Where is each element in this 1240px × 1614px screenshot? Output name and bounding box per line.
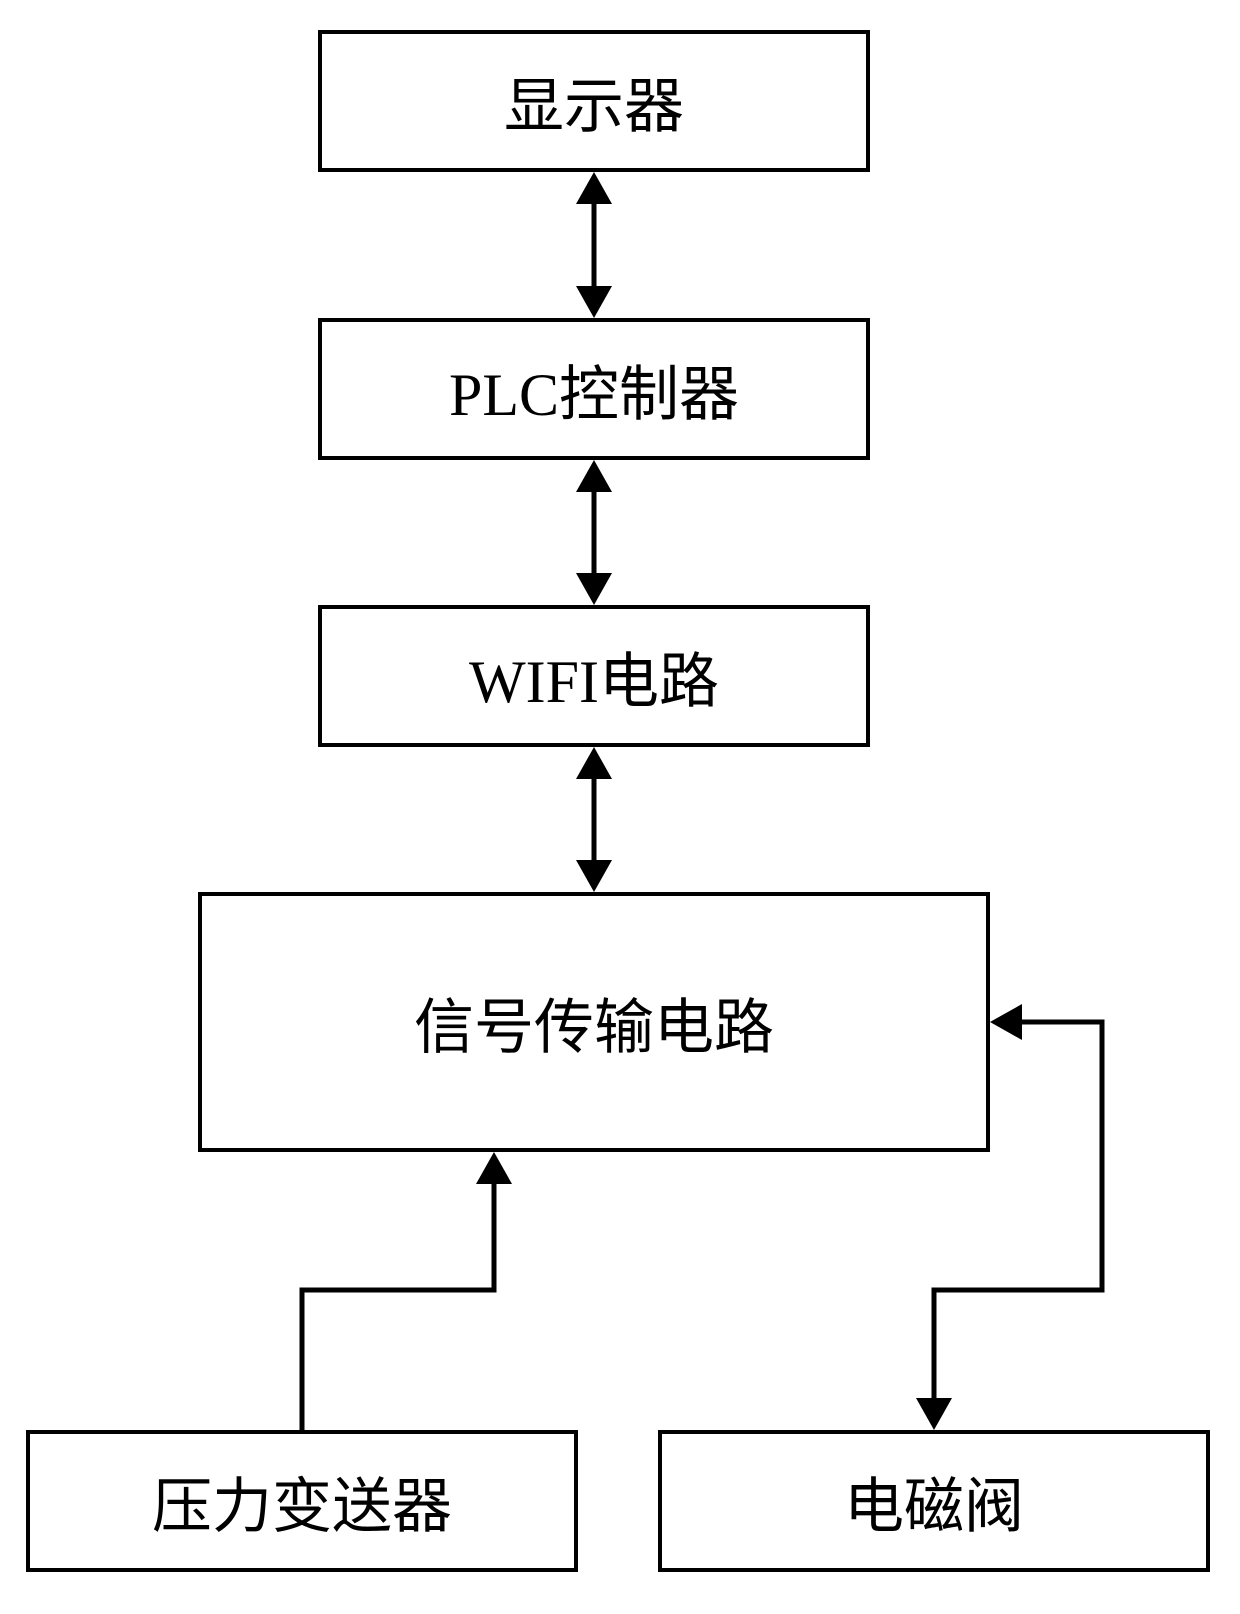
node-wifi-label: WIFI电路 xyxy=(469,633,719,720)
edge-display-plc xyxy=(576,172,612,318)
node-signal: 信号传输电路 xyxy=(198,892,990,1152)
node-display: 显示器 xyxy=(318,30,870,172)
node-plc-label: PLC控制器 xyxy=(449,346,739,433)
node-valve: 电磁阀 xyxy=(658,1430,1210,1572)
edge-pressure-signal xyxy=(302,1152,512,1430)
node-plc: PLC控制器 xyxy=(318,318,870,460)
node-wifi: WIFI电路 xyxy=(318,605,870,747)
node-pressure: 压力变送器 xyxy=(26,1430,578,1572)
diagram-edges xyxy=(0,0,1240,1614)
node-signal-label: 信号传输电路 xyxy=(414,979,774,1066)
edge-wifi-signal xyxy=(576,747,612,892)
node-pressure-label: 压力变送器 xyxy=(152,1458,452,1545)
edge-plc-wifi xyxy=(576,460,612,605)
node-display-label: 显示器 xyxy=(504,58,684,145)
node-valve-label: 电磁阀 xyxy=(844,1458,1024,1545)
